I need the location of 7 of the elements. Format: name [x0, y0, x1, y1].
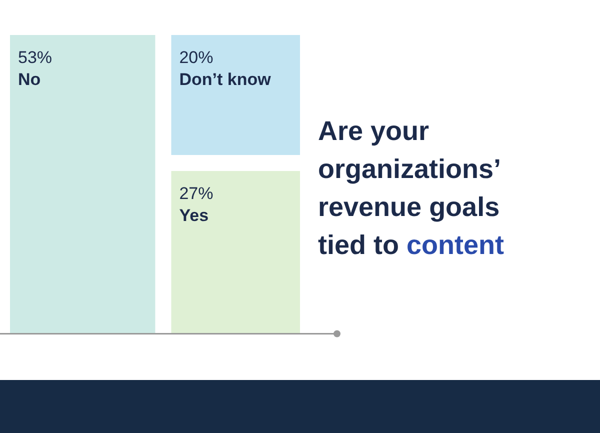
data-label: 27%: [179, 184, 214, 203]
category-label: Don’t know: [179, 70, 272, 89]
chart-title: Are your organizations’ revenue goals tied to content: [318, 116, 504, 260]
data-label: 20%: [179, 48, 214, 67]
data-label: 53%: [18, 48, 52, 67]
category-label: No: [18, 70, 41, 89]
category-label: Yes: [179, 206, 209, 225]
